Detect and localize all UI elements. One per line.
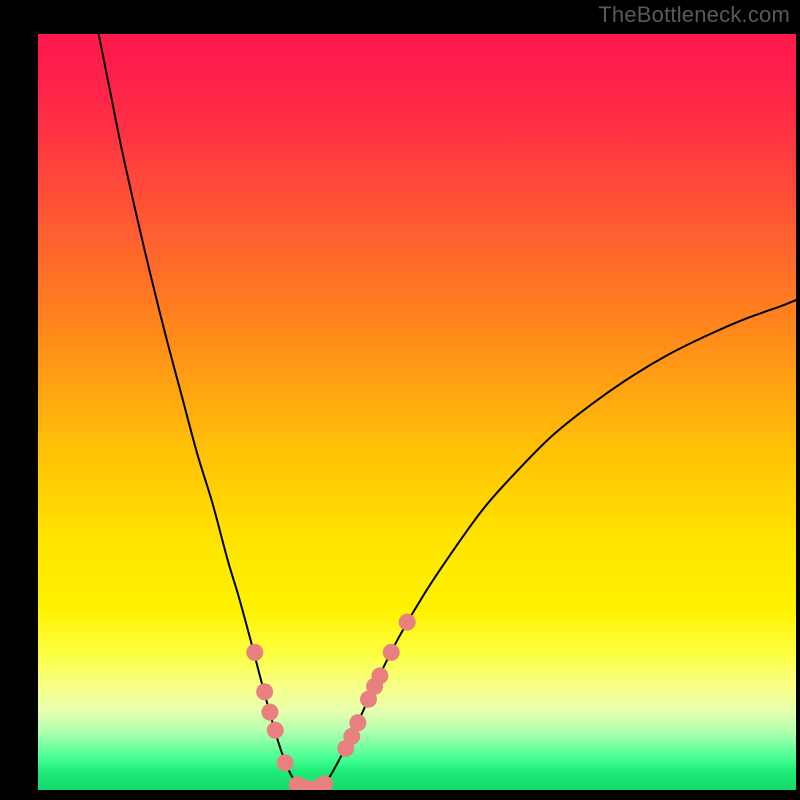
data-marker: [371, 667, 388, 684]
chart-outer-frame: TheBottleneck.com: [0, 0, 800, 800]
bottleneck-chart-svg: [38, 34, 796, 790]
data-marker: [277, 754, 294, 771]
data-marker: [267, 722, 284, 739]
data-marker: [256, 683, 273, 700]
data-marker: [246, 644, 263, 661]
plot-area: [38, 34, 796, 790]
gradient-background: [38, 34, 796, 790]
watermark-text: TheBottleneck.com: [598, 2, 790, 28]
data-marker: [383, 644, 400, 661]
data-marker: [261, 704, 278, 721]
data-marker: [399, 614, 416, 631]
data-marker: [349, 714, 366, 731]
